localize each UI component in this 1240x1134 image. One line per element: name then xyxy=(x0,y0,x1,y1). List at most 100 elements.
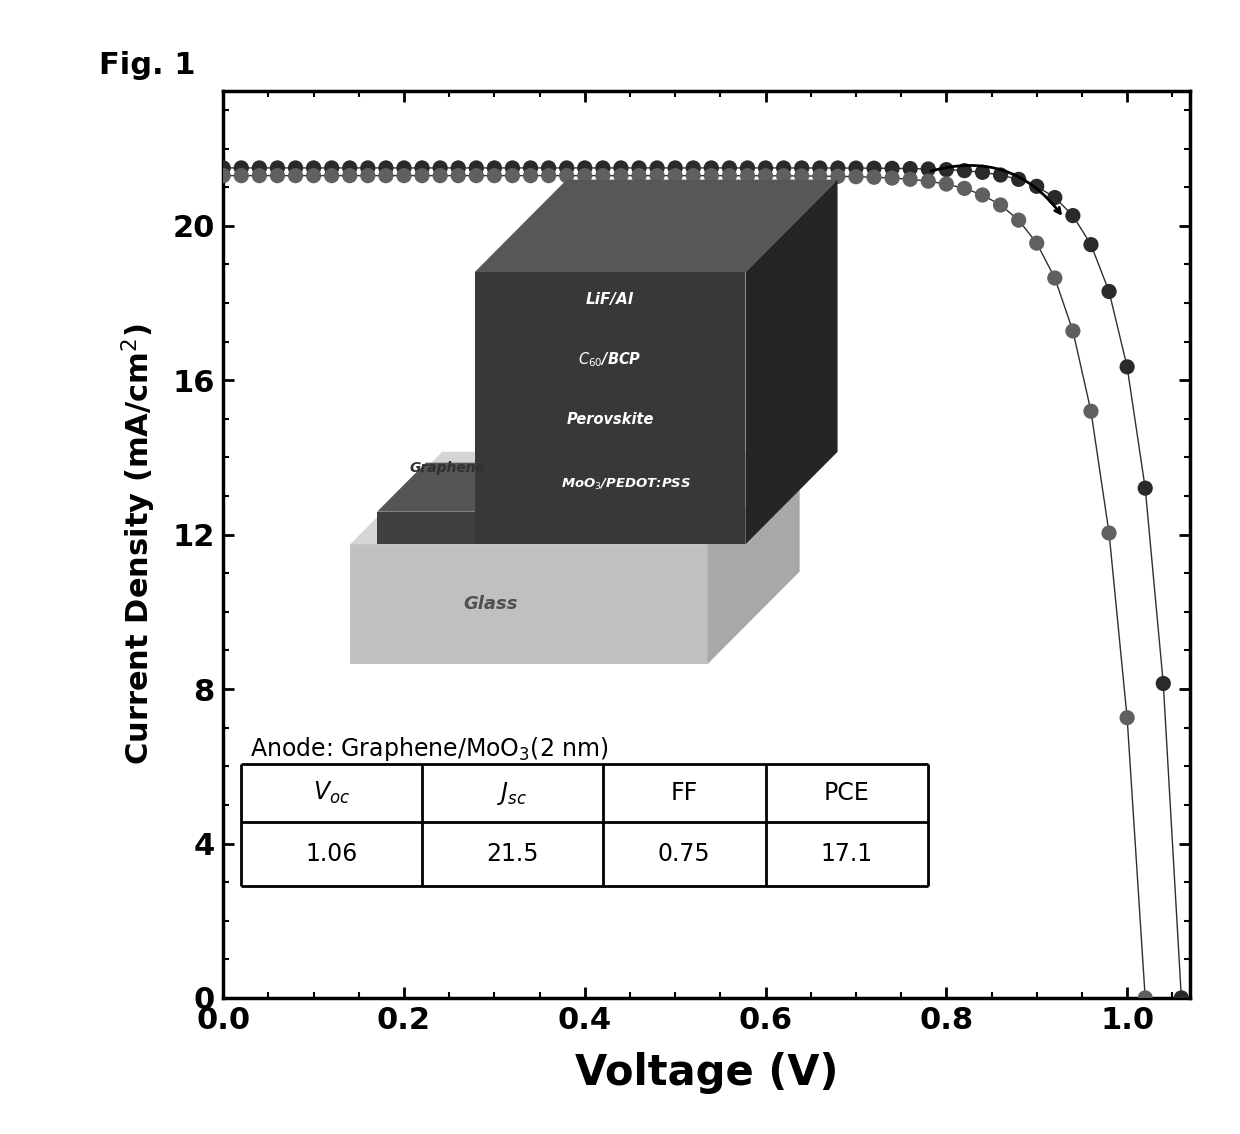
Point xyxy=(665,167,684,185)
Point xyxy=(376,159,396,177)
Point xyxy=(647,167,667,185)
Point xyxy=(611,167,631,185)
Point xyxy=(755,159,775,177)
Point xyxy=(1172,989,1192,1007)
Point xyxy=(900,170,920,188)
Text: 0.75: 0.75 xyxy=(658,843,711,866)
Point xyxy=(358,167,378,185)
Point xyxy=(449,167,469,185)
Point xyxy=(882,169,901,187)
Point xyxy=(864,168,884,186)
Point xyxy=(1153,675,1173,693)
Point xyxy=(430,167,450,185)
Point xyxy=(774,159,794,177)
Text: PCE: PCE xyxy=(825,781,869,805)
Point xyxy=(665,159,684,177)
Point xyxy=(955,161,975,179)
Point xyxy=(629,167,649,185)
Point xyxy=(321,167,341,185)
Point xyxy=(936,161,956,179)
Text: 21.5: 21.5 xyxy=(486,843,538,866)
Point xyxy=(268,167,288,185)
Point xyxy=(412,159,432,177)
Point xyxy=(394,167,414,185)
Point xyxy=(249,159,269,177)
Point xyxy=(521,167,541,185)
Point xyxy=(1027,234,1047,252)
Point xyxy=(358,159,378,177)
Point xyxy=(719,159,739,177)
Text: $V_{oc}$: $V_{oc}$ xyxy=(314,780,350,806)
Point xyxy=(1099,524,1118,542)
Point xyxy=(502,167,522,185)
Point xyxy=(466,167,486,185)
Point xyxy=(449,159,469,177)
Point xyxy=(828,168,848,186)
Point xyxy=(1063,322,1083,340)
Text: 17.1: 17.1 xyxy=(821,843,873,866)
Point xyxy=(557,167,577,185)
Point xyxy=(1008,170,1028,188)
Point xyxy=(1081,403,1101,421)
Point xyxy=(792,167,812,185)
Point xyxy=(919,160,939,178)
Point xyxy=(828,159,848,177)
Point xyxy=(846,168,866,186)
Point xyxy=(683,159,703,177)
Point xyxy=(321,159,341,177)
Point xyxy=(521,159,541,177)
Point xyxy=(538,159,558,177)
Point xyxy=(394,159,414,177)
Point xyxy=(340,159,360,177)
Point xyxy=(738,167,758,185)
Point xyxy=(1063,206,1083,225)
Point xyxy=(919,172,939,191)
Point xyxy=(702,159,722,177)
Point xyxy=(611,159,631,177)
Point xyxy=(485,159,505,177)
Point xyxy=(991,166,1011,184)
Point xyxy=(593,159,613,177)
Point xyxy=(882,159,901,177)
Text: $J_{sc}$: $J_{sc}$ xyxy=(497,780,527,806)
Point xyxy=(268,159,288,177)
Point xyxy=(575,159,595,177)
Point xyxy=(466,159,486,177)
Point xyxy=(1099,282,1118,301)
X-axis label: Voltage (V): Voltage (V) xyxy=(575,1052,838,1094)
Point xyxy=(213,167,233,185)
Text: Anode: Graphene/MoO$_3$(2 nm): Anode: Graphene/MoO$_3$(2 nm) xyxy=(250,736,609,763)
Point xyxy=(538,167,558,185)
Point xyxy=(232,159,252,177)
Point xyxy=(683,167,703,185)
Point xyxy=(629,159,649,177)
Point xyxy=(485,167,505,185)
Point xyxy=(955,179,975,197)
Text: Fig. 1: Fig. 1 xyxy=(99,51,196,81)
Point xyxy=(1117,357,1137,375)
Point xyxy=(1136,989,1156,1007)
Point xyxy=(285,159,305,177)
Point xyxy=(991,196,1011,214)
Point xyxy=(1045,188,1065,206)
Point xyxy=(376,167,396,185)
Point xyxy=(213,159,233,177)
Point xyxy=(1117,709,1137,727)
Point xyxy=(810,167,830,185)
Point xyxy=(1136,479,1156,497)
Point xyxy=(846,159,866,177)
Point xyxy=(810,159,830,177)
Point xyxy=(1027,177,1047,195)
Text: 1.06: 1.06 xyxy=(305,843,358,866)
Point xyxy=(936,175,956,193)
Point xyxy=(702,167,722,185)
Point xyxy=(972,186,992,204)
Point xyxy=(900,160,920,178)
Text: FF: FF xyxy=(671,781,698,805)
Point xyxy=(755,167,775,185)
Point xyxy=(557,159,577,177)
Point xyxy=(719,167,739,185)
Point xyxy=(972,163,992,181)
Point xyxy=(1008,211,1028,229)
Point xyxy=(864,159,884,177)
